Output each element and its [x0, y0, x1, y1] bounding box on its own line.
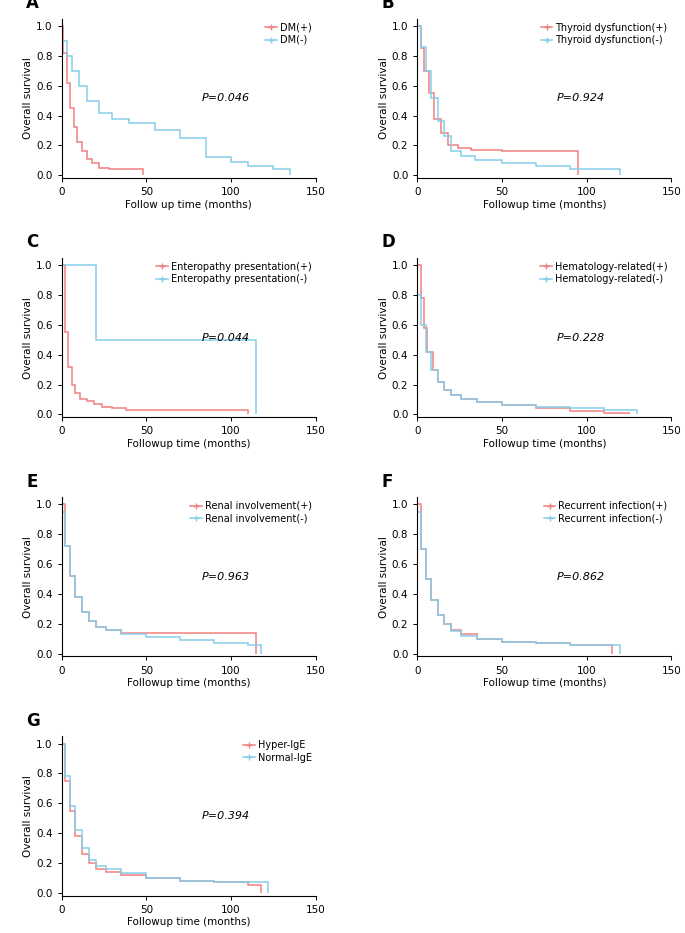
- Y-axis label: Overall survival: Overall survival: [379, 58, 389, 139]
- Legend: Thyroid dysfunction(+), Thyroid dysfunction(-): Thyroid dysfunction(+), Thyroid dysfunct…: [540, 21, 669, 46]
- Text: C: C: [26, 233, 38, 252]
- Legend: Renal involvement(+), Renal involvement(-): Renal involvement(+), Renal involvement(…: [189, 500, 313, 524]
- Text: F: F: [382, 473, 393, 491]
- Y-axis label: Overall survival: Overall survival: [379, 297, 389, 379]
- Legend: Hematology-related(+), Hematology-related(-): Hematology-related(+), Hematology-relate…: [539, 260, 669, 285]
- X-axis label: Followup time (months): Followup time (months): [482, 678, 606, 689]
- Text: P=0.046: P=0.046: [201, 93, 249, 104]
- Text: P=0.228: P=0.228: [557, 332, 605, 342]
- Text: D: D: [382, 233, 395, 252]
- Y-axis label: Overall survival: Overall survival: [379, 536, 389, 618]
- Y-axis label: Overall survival: Overall survival: [23, 58, 34, 139]
- X-axis label: Followup time (months): Followup time (months): [482, 439, 606, 449]
- X-axis label: Followup time (months): Followup time (months): [127, 678, 251, 689]
- X-axis label: Followup time (months): Followup time (months): [127, 917, 251, 927]
- Text: P=0.044: P=0.044: [201, 332, 249, 342]
- Y-axis label: Overall survival: Overall survival: [23, 775, 34, 856]
- Text: G: G: [26, 712, 40, 730]
- Text: E: E: [26, 473, 38, 491]
- Text: P=0.963: P=0.963: [201, 572, 249, 582]
- X-axis label: Followup time (months): Followup time (months): [482, 200, 606, 210]
- Legend: DM(+), DM(-): DM(+), DM(-): [264, 21, 313, 46]
- Legend: Recurrent infection(+), Recurrent infection(-): Recurrent infection(+), Recurrent infect…: [543, 500, 669, 524]
- Text: P=0.394: P=0.394: [201, 811, 249, 821]
- Legend: Hyper-IgE, Normal-IgE: Hyper-IgE, Normal-IgE: [242, 739, 313, 763]
- Y-axis label: Overall survival: Overall survival: [23, 297, 34, 379]
- X-axis label: Followup time (months): Followup time (months): [127, 439, 251, 449]
- Legend: Enteropathy presentation(+), Enteropathy presentation(-): Enteropathy presentation(+), Enteropathy…: [155, 260, 313, 285]
- Text: A: A: [26, 0, 39, 12]
- X-axis label: Follow up time (months): Follow up time (months): [125, 200, 252, 210]
- Text: P=0.924: P=0.924: [557, 93, 605, 104]
- Y-axis label: Overall survival: Overall survival: [23, 536, 34, 618]
- Text: B: B: [382, 0, 395, 12]
- Text: P=0.862: P=0.862: [557, 572, 605, 582]
